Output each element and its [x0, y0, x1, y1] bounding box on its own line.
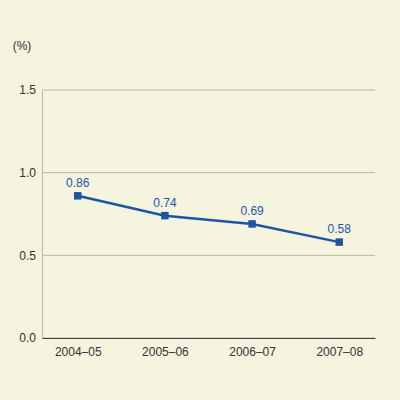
x-axis: 2004–05 2005–06 2006–07 2007–08 — [43, 338, 376, 359]
background — [0, 0, 400, 400]
chart: 0.0 0.5 1.0 1.5 2004–05 2005–06 2006–07 2007–08… — [0, 0, 400, 400]
x-tick-label: 2005–06 — [142, 345, 189, 359]
y-tick: 1.0 — [19, 166, 42, 180]
marker — [74, 192, 81, 199]
grid-line — [42, 172, 375, 173]
data-label: 0.86 — [66, 176, 90, 190]
y-tick-label: 1.0 — [19, 166, 36, 180]
data-label: 0.58 — [328, 222, 352, 236]
y-tick: 0.5 — [19, 249, 42, 263]
x-tick-label: 2004–05 — [55, 345, 102, 359]
y-axis: 0.0 0.5 1.0 1.5 — [19, 83, 42, 345]
marker — [248, 220, 255, 227]
line — [78, 196, 340, 242]
y-tick: 0.0 — [19, 331, 42, 345]
y-axis-title: (%) — [13, 39, 32, 53]
x-tick: 2006–07 — [229, 338, 276, 359]
grid-line — [42, 255, 375, 256]
grid-line — [42, 90, 375, 91]
x-axis-line — [43, 338, 376, 339]
x-tick-label: 2006–07 — [229, 345, 276, 359]
grid — [42, 90, 375, 338]
y-tick: 1.5 — [19, 83, 42, 97]
data-label: 0.69 — [240, 204, 264, 218]
y-tick-label: 0.0 — [19, 331, 36, 345]
x-tick-label: 2007–08 — [316, 345, 363, 359]
y-axis-line — [42, 91, 43, 339]
x-tick: 2004–05 — [55, 338, 102, 359]
data-label: 0.74 — [153, 196, 177, 210]
y-tick-label: 1.5 — [19, 83, 36, 97]
y-tick-label: 0.5 — [19, 249, 36, 263]
x-tick: 2005–06 — [142, 338, 189, 359]
plot-area — [74, 192, 343, 246]
marker — [161, 212, 168, 219]
data-labels: 0.86 0.74 0.69 0.58 — [66, 176, 351, 236]
x-tick: 2007–08 — [316, 338, 363, 359]
marker — [336, 238, 343, 245]
grid-line — [42, 338, 375, 339]
